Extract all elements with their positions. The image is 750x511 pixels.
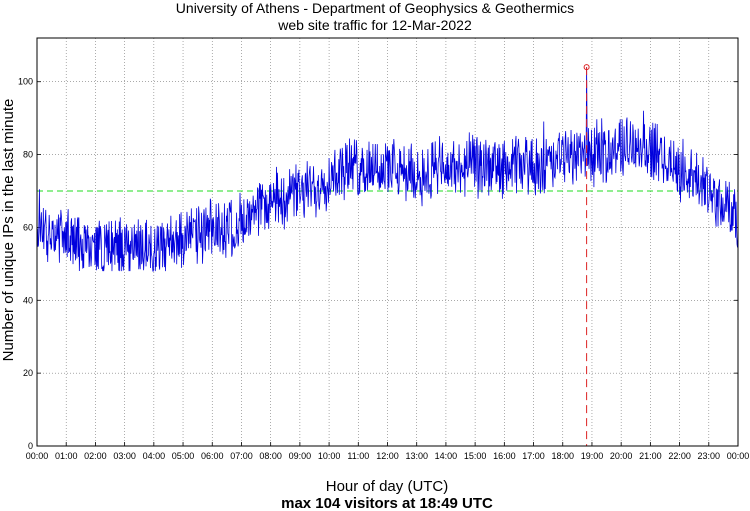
- x-tick-label: 05:00: [172, 451, 195, 461]
- x-tick-label: 21:00: [639, 451, 662, 461]
- y-tick-label: 60: [23, 222, 33, 232]
- x-tick-label: 13:00: [405, 451, 428, 461]
- x-tick-label: 16:00: [493, 451, 516, 461]
- x-tick-label: 15:00: [464, 451, 487, 461]
- max-caption: max 104 visitors at 18:49 UTC: [281, 495, 493, 511]
- chart-title-line1: University of Athens - Department of Geo…: [176, 0, 574, 16]
- x-tick-label: 23:00: [698, 451, 721, 461]
- x-tick-label: 00:00: [727, 451, 750, 461]
- x-tick-label: 19:00: [581, 451, 604, 461]
- x-tick-label: 22:00: [668, 451, 691, 461]
- x-axis-label: Hour of day (UTC): [326, 478, 449, 495]
- x-tick-label: 17:00: [522, 451, 545, 461]
- x-tick-label: 10:00: [318, 451, 341, 461]
- x-tick-label: 12:00: [376, 451, 399, 461]
- y-tick-label: 0: [28, 441, 33, 451]
- x-tick-label: 01:00: [55, 451, 78, 461]
- x-tick-label: 00:00: [26, 451, 49, 461]
- x-tick-label: 20:00: [610, 451, 633, 461]
- plot-frame: [36, 37, 739, 447]
- x-tick-label: 07:00: [230, 451, 253, 461]
- chart-title-line2: web site traffic for 12-Mar-2022: [277, 17, 472, 33]
- x-tick-label: 18:00: [551, 451, 574, 461]
- x-tick-label: 06:00: [201, 451, 224, 461]
- grid: [37, 38, 738, 446]
- x-tick-label: 04:00: [143, 451, 166, 461]
- x-tick-label: 02:00: [84, 451, 107, 461]
- x-tick-label: 08:00: [259, 451, 282, 461]
- x-tick-label: 11:00: [347, 451, 369, 461]
- y-tick-label: 20: [23, 368, 33, 378]
- x-tick-label: 03:00: [113, 451, 136, 461]
- x-tick-label: 14:00: [435, 451, 458, 461]
- y-axis-label: Number of unique IPs in the last minute: [0, 99, 17, 362]
- y-tick-label: 40: [23, 295, 33, 305]
- series-line: [36, 67, 739, 272]
- max-marker-point: [583, 64, 590, 71]
- y-tick-label: 80: [23, 150, 33, 160]
- y-tick-label: 100: [18, 77, 33, 87]
- x-axis-ticks: 00:00 01:00 02:00 03:00 04:00 05:00 06:00 07:00…: [26, 442, 750, 461]
- x-tick-label: 09:00: [289, 451, 312, 461]
